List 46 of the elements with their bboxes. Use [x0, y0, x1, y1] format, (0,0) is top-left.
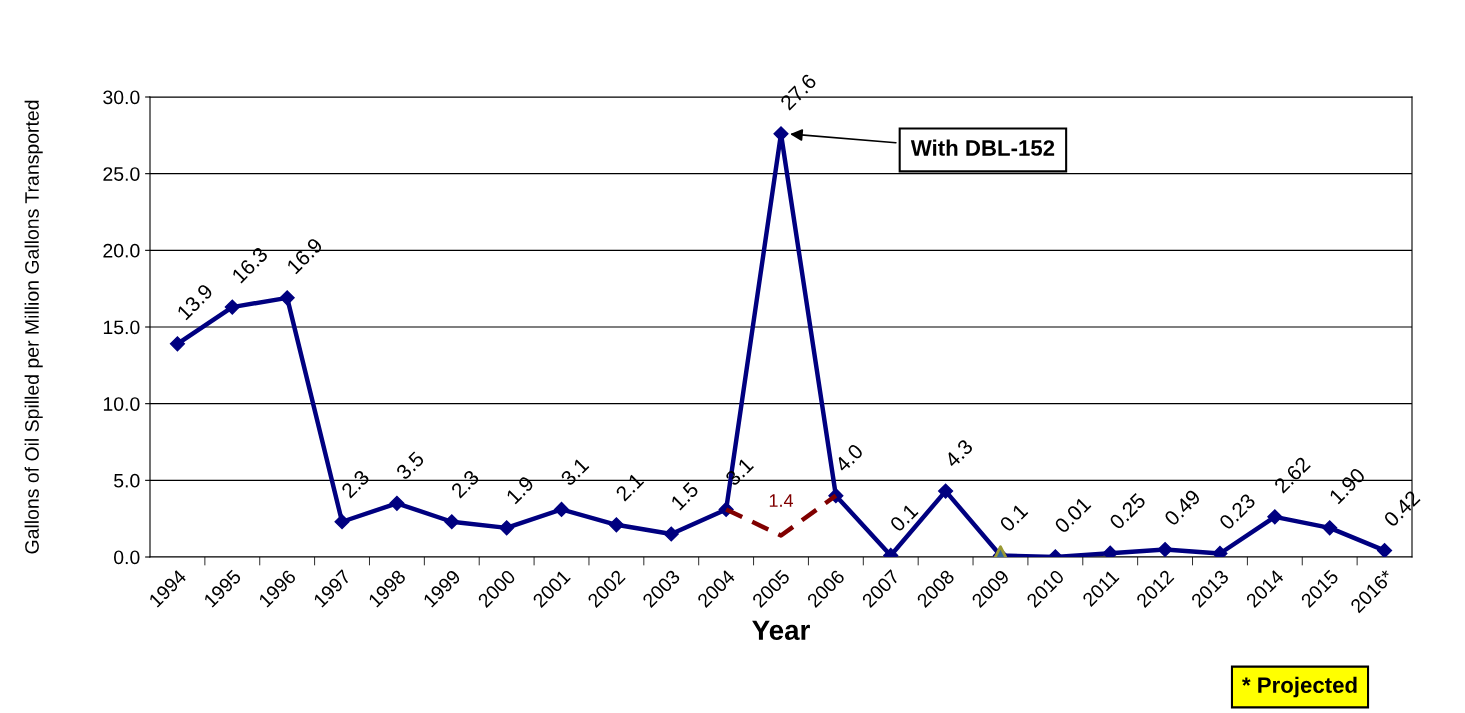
x-axis-title: Year: [752, 620, 810, 641]
point: [1157, 541, 1173, 557]
point: [663, 526, 679, 542]
point: [444, 514, 460, 530]
data-label: 1.4: [769, 494, 794, 507]
point: [224, 299, 240, 315]
data-label: 4.3: [943, 438, 974, 469]
y-tick-label: 5.0: [114, 473, 140, 488]
data-label: 1.5: [670, 481, 700, 511]
point: [499, 520, 515, 536]
y-tick-label: 30.0: [103, 90, 140, 105]
point: [389, 495, 405, 511]
point: [279, 290, 295, 306]
data-label: 0.49: [1163, 488, 1202, 527]
point: [1376, 542, 1393, 557]
text: * Projected: [1242, 676, 1357, 698]
y-tick-label: 20.0: [103, 243, 140, 258]
point: [334, 514, 350, 530]
data-label: 16.9: [286, 237, 324, 275]
data-label: 4.0: [833, 442, 864, 473]
point: [169, 336, 186, 352]
data-label: 1.9: [505, 475, 535, 505]
y-tick-label: 10.0: [103, 397, 140, 411]
y-tick-label: 15.0: [103, 320, 140, 335]
point: [1322, 520, 1338, 536]
annotation: With DBL-152: [910, 139, 1055, 156]
point: [608, 517, 624, 533]
data-label: 0.1: [998, 502, 1029, 533]
data-label: 0.25: [1108, 492, 1147, 531]
data-label: 3.1: [559, 456, 590, 487]
data-label: 3.5: [395, 450, 425, 481]
data-label: 0.1: [889, 502, 919, 533]
data-label: 0.01: [1053, 496, 1092, 534]
y-tick-label: 0.0: [114, 550, 140, 565]
y-axis-title: Gallons of Oil Spilled per Million Gallons Transported: [24, 100, 43, 554]
data-label: 2.1: [614, 472, 645, 502]
data-label: 3.1: [724, 456, 755, 487]
y-tick-label: 25.0: [103, 167, 140, 181]
data-label: 2.3: [340, 469, 371, 499]
point: [553, 501, 570, 518]
point: [1267, 509, 1283, 525]
point: [938, 483, 954, 499]
data-label: 2.3: [450, 469, 480, 499]
data-label: 0.42: [1382, 489, 1421, 528]
data-label: 13.9: [176, 283, 214, 321]
data-label: 0.23: [1218, 492, 1257, 531]
